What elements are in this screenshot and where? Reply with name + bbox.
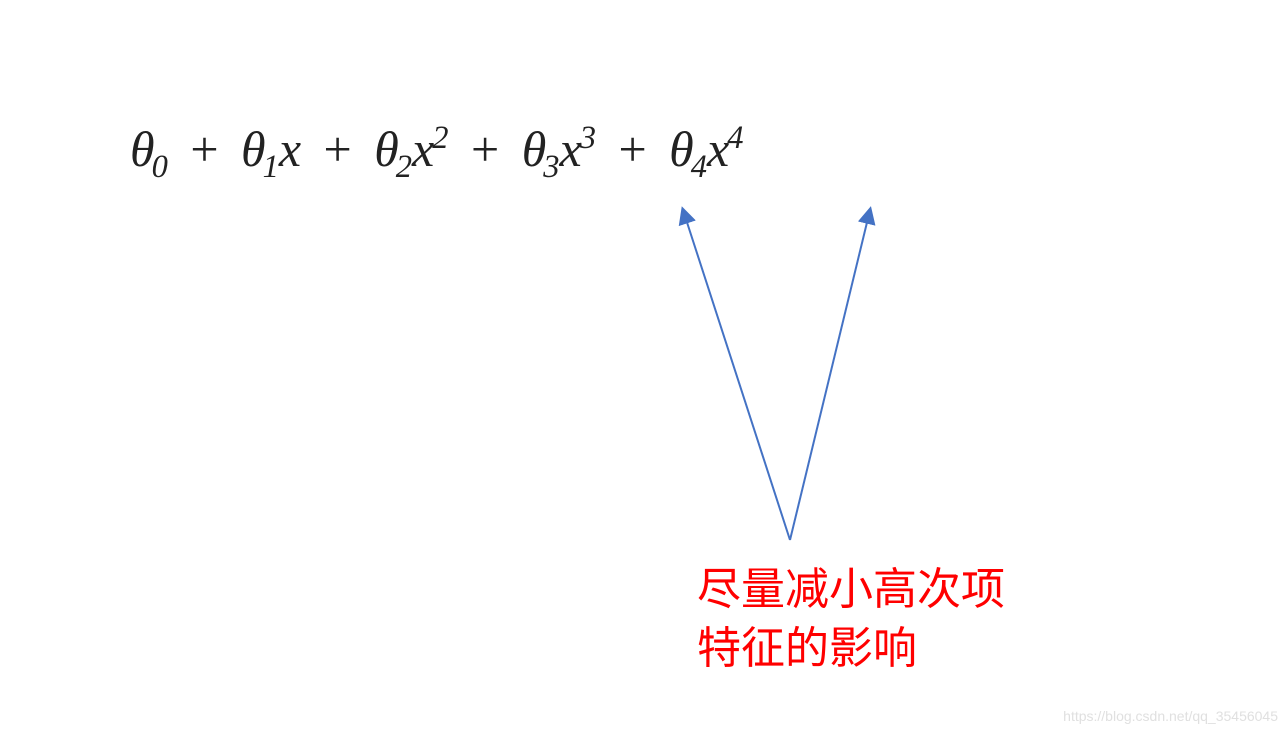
term-1: θ1x [241, 121, 301, 177]
plus-operator: + [190, 121, 218, 177]
plus-operator: + [618, 121, 646, 177]
term-2: θ2x2 [374, 121, 448, 177]
watermark-text: https://blog.csdn.net/qq_35456045 [1063, 708, 1278, 724]
plus-operator: + [324, 121, 352, 177]
arrow-to-term3 [683, 210, 790, 540]
term-4: θ4x4 [669, 121, 743, 177]
annotation-text: 尽量减小高次项 特征的影响 [697, 560, 1005, 679]
annotation-line1: 尽量减小高次项 [697, 560, 1005, 619]
term-0: θ0 [130, 121, 168, 177]
annotation-arrows [0, 0, 1288, 732]
term-3: θ3x3 [522, 121, 596, 177]
polynomial-equation: θ0 + θ1x + θ2x2 + θ3x3 + θ4x4 [130, 120, 743, 186]
plus-operator: + [471, 121, 499, 177]
annotation-line2: 特征的影响 [697, 619, 1005, 678]
arrow-to-term4 [790, 210, 870, 540]
